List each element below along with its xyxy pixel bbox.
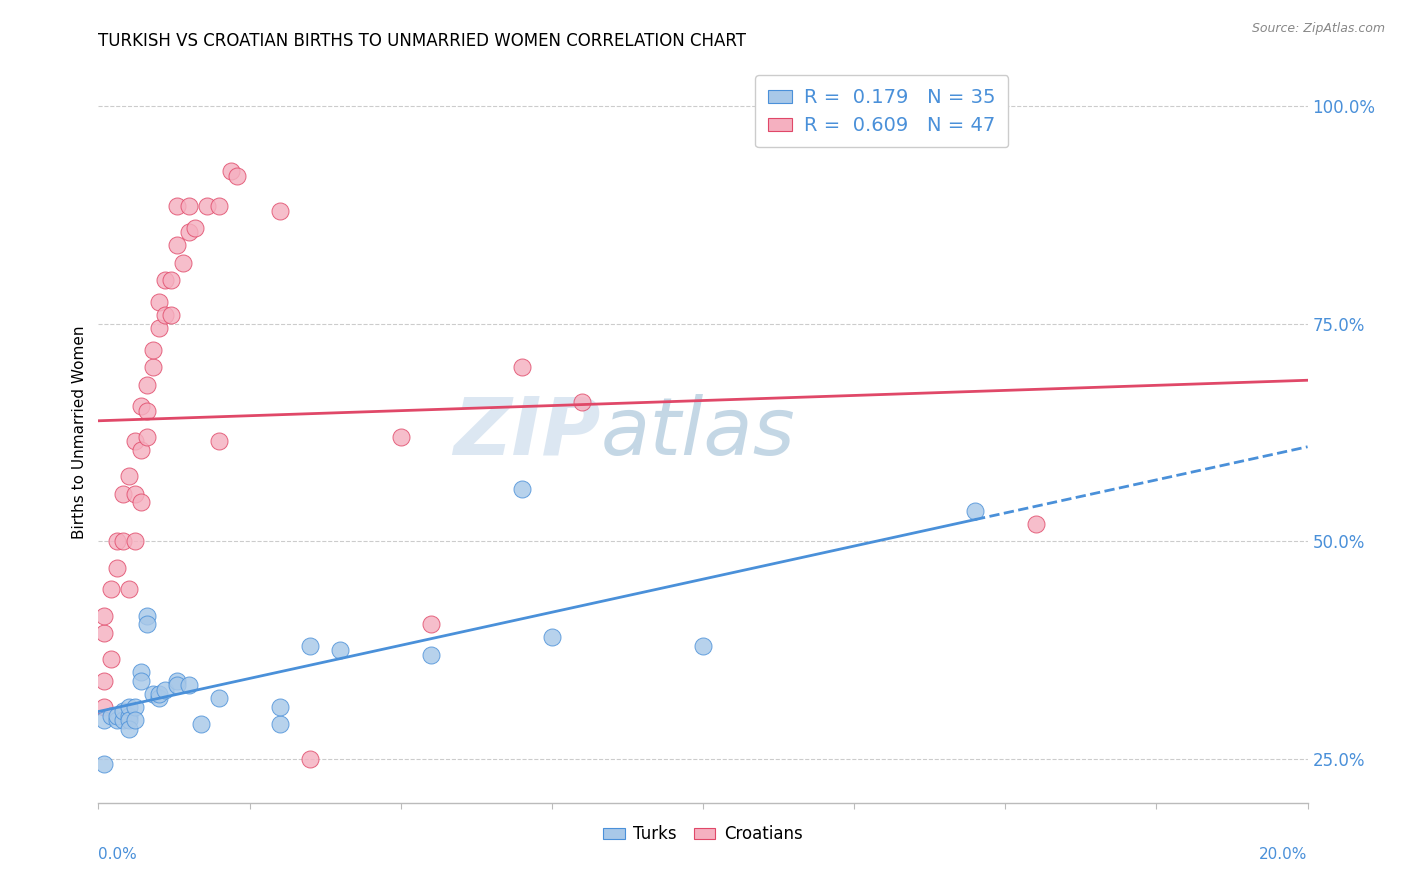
Point — [93, 626, 115, 640]
Point — [129, 400, 152, 414]
Point — [142, 687, 165, 701]
Point — [166, 673, 188, 688]
Point — [135, 404, 157, 418]
Text: 0.0%: 0.0% — [98, 847, 138, 863]
Point — [148, 691, 170, 706]
Point — [129, 443, 152, 458]
Point — [329, 643, 352, 657]
Point — [208, 691, 231, 706]
Point — [160, 308, 183, 322]
Point — [100, 582, 122, 597]
Point — [153, 273, 176, 287]
Point — [93, 673, 115, 688]
Point — [135, 617, 157, 632]
Point — [208, 434, 231, 449]
Point — [179, 225, 201, 239]
Point — [118, 582, 141, 597]
Point — [105, 534, 128, 549]
Point — [111, 713, 134, 727]
Point — [208, 199, 231, 213]
Point — [142, 360, 165, 375]
Point — [129, 495, 152, 509]
Point — [118, 722, 141, 736]
Point — [510, 482, 533, 496]
Point — [93, 713, 115, 727]
Point — [148, 321, 170, 335]
Point — [269, 203, 291, 218]
Text: atlas: atlas — [600, 393, 794, 472]
Point — [420, 648, 443, 662]
Point — [420, 617, 443, 632]
Point — [93, 608, 115, 623]
Point — [118, 713, 141, 727]
Point — [93, 756, 115, 771]
Point — [153, 308, 176, 322]
Point — [389, 430, 412, 444]
Point — [221, 164, 243, 178]
Point — [190, 717, 212, 731]
Point — [124, 534, 146, 549]
Point — [118, 700, 141, 714]
Point — [166, 238, 188, 252]
Point — [965, 504, 987, 518]
Point — [195, 199, 218, 213]
Point — [172, 256, 194, 270]
Point — [692, 639, 714, 653]
Point — [124, 486, 146, 500]
Point — [118, 469, 141, 483]
Point — [166, 199, 188, 213]
Point — [105, 560, 128, 574]
Point — [129, 673, 152, 688]
Point — [135, 608, 157, 623]
Legend: Turks, Croatians: Turks, Croatians — [596, 819, 810, 850]
Point — [124, 434, 146, 449]
Point — [153, 682, 176, 697]
Point — [269, 700, 291, 714]
Point — [135, 377, 157, 392]
Point — [93, 700, 115, 714]
Point — [100, 708, 122, 723]
Point — [540, 630, 562, 644]
Y-axis label: Births to Unmarried Women: Births to Unmarried Women — [72, 326, 87, 540]
Text: ZIP: ZIP — [453, 393, 600, 472]
Point — [118, 708, 141, 723]
Point — [111, 534, 134, 549]
Point — [179, 199, 201, 213]
Point — [105, 708, 128, 723]
Text: TURKISH VS CROATIAN BIRTHS TO UNMARRIED WOMEN CORRELATION CHART: TURKISH VS CROATIAN BIRTHS TO UNMARRIED … — [98, 32, 747, 50]
Point — [299, 639, 322, 653]
Point — [148, 295, 170, 310]
Point — [105, 713, 128, 727]
Point — [111, 486, 134, 500]
Point — [142, 343, 165, 357]
Point — [129, 665, 152, 680]
Point — [148, 687, 170, 701]
Point — [166, 678, 188, 692]
Point — [100, 652, 122, 666]
Point — [571, 395, 593, 409]
Point — [124, 700, 146, 714]
Point — [179, 678, 201, 692]
Point — [135, 430, 157, 444]
Text: 20.0%: 20.0% — [1260, 847, 1308, 863]
Point — [1024, 517, 1046, 532]
Point — [269, 717, 291, 731]
Text: Source: ZipAtlas.com: Source: ZipAtlas.com — [1251, 22, 1385, 36]
Point — [124, 713, 146, 727]
Point — [160, 273, 183, 287]
Point — [111, 704, 134, 718]
Point — [184, 221, 207, 235]
Point — [299, 752, 322, 766]
Point — [510, 360, 533, 375]
Point — [226, 169, 249, 183]
